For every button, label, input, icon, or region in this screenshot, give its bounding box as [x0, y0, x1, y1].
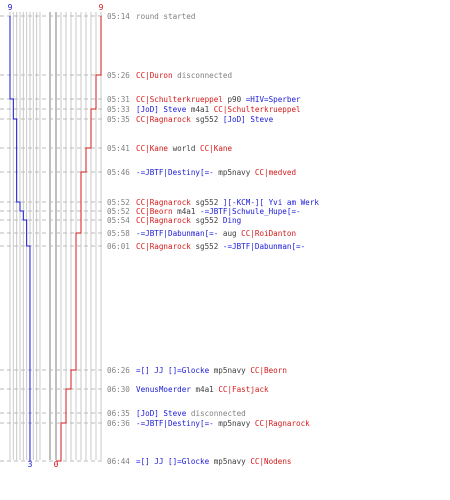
event-part: world: [168, 144, 200, 153]
event-log: 05:14 round started 05:26 CC|Duron disconne…: [107, 12, 319, 466]
event-part: aug: [218, 229, 241, 238]
event-part: round started: [136, 12, 195, 21]
event-part: mp5navy: [214, 419, 255, 428]
event-part: -=JBTF|Schwule_Hupe[=-: [200, 207, 301, 216]
event-time: 06:35: [107, 409, 130, 418]
event-part: m4a1: [186, 105, 213, 114]
final-value-red: 0: [54, 460, 59, 469]
event-part: [JoD] Steve: [223, 115, 274, 124]
chart-series: [9, 16, 102, 462]
event-part: Ding: [223, 216, 241, 225]
event-part: sg552: [191, 198, 223, 207]
event-part: CC|Ragnarock: [136, 115, 191, 124]
event-part: CC|Nodens: [250, 457, 291, 466]
series-line-blue: [9, 16, 31, 461]
event-part: CC|Fastjack: [218, 385, 269, 394]
start-value-blue: 9: [8, 3, 13, 12]
event-part: mp5navy: [214, 168, 255, 177]
event-time: 05:31: [107, 95, 130, 104]
event-message: [JoD] Steve m4a1 CC|Schulterkrueppel: [136, 105, 301, 114]
event-part: =[] JJ []=Glocke: [136, 366, 210, 375]
event-part: CC|Ragnarock: [136, 198, 191, 207]
event-part: CC|Schulterkrueppel: [136, 95, 223, 104]
event-time: 05:52: [107, 198, 130, 207]
event-part: -=JBTF|Destiny[=-: [136, 168, 214, 177]
event-part: disconnected: [173, 71, 232, 80]
event-message: -=JBTF|Destiny[=- mp5navy CC|medved: [136, 168, 296, 177]
event-message: round started: [136, 12, 195, 21]
event-message: CC|Schulterkrueppel p90 =HIV=Sperber: [136, 95, 301, 104]
event-time: 06:26: [107, 366, 130, 375]
event-part: CC|Ragnarock: [136, 242, 191, 251]
event-time: 05:46: [107, 168, 130, 177]
event-dash-lines: [0, 15, 104, 462]
event-part: VenusMoerder: [136, 385, 191, 394]
event-part: CC|RoiDanton: [241, 229, 296, 238]
event-time: 06:44: [107, 457, 130, 466]
event-part: -=JBTF|Dabunman[=-: [223, 242, 305, 251]
event-message: [JoD] Steve disconnected: [136, 409, 246, 418]
event-part: sg552: [191, 242, 223, 251]
event-message: CC|Ragnarock sg552 [JoD] Steve: [136, 115, 274, 124]
event-time: 05:41: [107, 144, 130, 153]
event-message: CC|Duron disconnected: [136, 71, 232, 80]
event-part: =[] JJ []=Glocke: [136, 457, 210, 466]
event-message: CC|Kane world CC|Kane: [136, 144, 232, 153]
event-message: CC|Beorn m4a1 -=JBTF|Schwule_Hupe[=-: [136, 207, 301, 216]
event-part: [JoD] Steve: [136, 105, 187, 114]
event-time: 05:58: [107, 229, 130, 238]
event-part: sg552: [191, 115, 223, 124]
event-part: -=JBTF|Dabunman[=-: [136, 229, 218, 238]
event-part: sg552: [191, 216, 223, 225]
event-time: 06:36: [107, 419, 130, 428]
final-value-blue: 3: [28, 460, 33, 469]
event-part: CC|Schulterkrueppel: [214, 105, 301, 114]
event-part: -=JBTF|Destiny[=-: [136, 419, 214, 428]
event-part: mp5navy: [209, 366, 250, 375]
event-message: =[] JJ []=Glocke mp5navy CC|Beorn: [136, 366, 287, 375]
event-time: 05:26: [107, 71, 130, 80]
series-line-red: [56, 16, 102, 462]
chart-grid: [9, 12, 102, 460]
event-time: 05:14: [107, 12, 130, 21]
event-time: 06:01: [107, 242, 130, 251]
start-value-red: 9: [99, 3, 104, 12]
event-part: m4a1: [173, 207, 200, 216]
event-part: CC|Ragnarock: [255, 419, 310, 428]
event-part: CC|Duron: [136, 71, 173, 80]
event-part: [JoD] Steve: [136, 409, 187, 418]
event-time: 05:54: [107, 216, 130, 225]
event-message: CC|Ragnarock sg552 -=JBTF|Dabunman[=-: [136, 242, 305, 251]
event-part: p90: [223, 95, 246, 104]
event-part: =HIV=Sperber: [246, 95, 301, 104]
event-message: -=JBTF|Destiny[=- mp5navy CC|Ragnarock: [136, 419, 310, 428]
event-message: =[] JJ []=Glocke mp5navy CC|Nodens: [136, 457, 291, 466]
chart-value-labels: 9 9 3 0: [8, 3, 104, 469]
event-message: -=JBTF|Dabunman[=- aug CC|RoiDanton: [136, 229, 296, 238]
event-part: CC|Beorn: [136, 207, 173, 216]
event-part: mp5navy: [209, 457, 250, 466]
event-part: CC|Beorn: [250, 366, 287, 375]
event-time: 05:35: [107, 115, 130, 124]
event-part: CC|Ragnarock: [136, 216, 191, 225]
event-time: 05:33: [107, 105, 130, 114]
event-part: CC|Kane: [200, 144, 232, 153]
event-time: 06:30: [107, 385, 130, 394]
event-time: 05:52: [107, 207, 130, 216]
event-message: VenusMoerder m4a1 CC|Fastjack: [136, 385, 269, 394]
event-message: CC|Ragnarock sg552 ][-KCM-][ Yvi am Werk: [136, 198, 319, 207]
event-part: disconnected: [186, 409, 245, 418]
event-message: CC|Ragnarock sg552 Ding: [136, 216, 241, 225]
event-part: m4a1: [191, 385, 218, 394]
event-part: CC|Kane: [136, 144, 168, 153]
event-part: CC|medved: [255, 168, 296, 177]
event-part: ][-KCM-][ Yvi am Werk: [223, 198, 319, 207]
